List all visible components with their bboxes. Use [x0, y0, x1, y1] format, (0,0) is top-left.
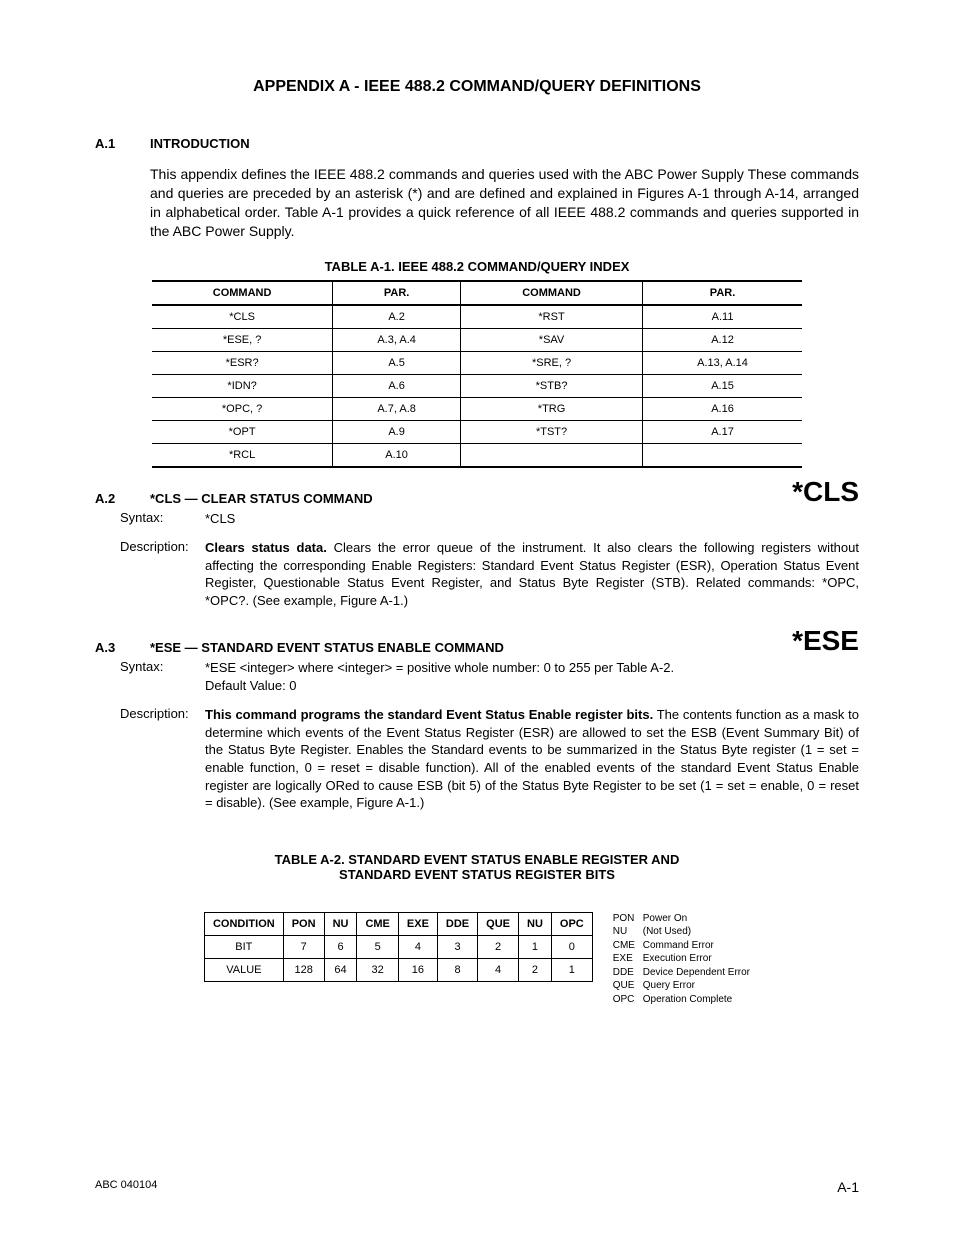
footer-right: A-1 — [837, 1179, 859, 1195]
a2-desc-label: Description: — [120, 539, 205, 609]
a3-syntax-block: *ESE <integer> where <integer> = positiv… — [205, 659, 859, 694]
legend-row: DDEDevice Dependent Error — [613, 966, 750, 980]
table2-row: VALUE 128 64 32 16 8 4 2 1 — [204, 958, 592, 981]
section-a2-header: A.2 *CLS — CLEAR STATUS COMMAND *CLS — [95, 478, 859, 506]
a3-desc-label: Description: — [120, 706, 205, 811]
section-a3-title: *ESE — STANDARD EVENT STATUS ENABLE COMM… — [150, 640, 504, 655]
table2-header-row: CONDITION PON NU CME EXE DDE QUE NU OPC — [204, 912, 592, 935]
table1-row: *RCLA.10 — [152, 443, 802, 467]
table2-left: CONDITION PON NU CME EXE DDE QUE NU OPC … — [204, 912, 593, 982]
table2: CONDITION PON NU CME EXE DDE QUE NU OPC … — [204, 912, 593, 982]
section-a1-header: A.1 INTRODUCTION — [95, 136, 859, 151]
table1-h2: COMMAND — [461, 281, 643, 305]
table1-header-row: COMMAND PAR. COMMAND PAR. — [152, 281, 802, 305]
table1-h0: COMMAND — [152, 281, 333, 305]
section-a3-header: A.3 *ESE — STANDARD EVENT STATUS ENABLE … — [95, 627, 859, 655]
a3-syntax-label: Syntax: — [120, 659, 205, 694]
table1-h1: PAR. — [333, 281, 461, 305]
section-a2-big: *CLS — [792, 478, 859, 506]
table2-caption: TABLE A-2. STANDARD EVENT STATUS ENABLE … — [257, 852, 697, 882]
a3-default-line: Default Value: 0 — [205, 677, 859, 695]
legend-row: NU(Not Used) — [613, 925, 750, 939]
a2-syntax-value: *CLS — [205, 510, 235, 528]
a2-syntax-row: Syntax: *CLS — [120, 510, 859, 528]
a2-desc-bold: Clears status data. — [205, 540, 327, 555]
footer-left: ABC 040104 — [95, 1179, 157, 1195]
table1-row: *ESE, ?A.3, A.4*SAVA.12 — [152, 328, 802, 351]
table2-row: BIT 7 6 5 4 3 2 1 0 — [204, 935, 592, 958]
table1-row: *ESR?A.5*SRE, ?A.13, A.14 — [152, 351, 802, 374]
section-a1-body: This appendix defines the IEEE 488.2 com… — [150, 165, 859, 241]
a2-desc-row: Description: Clears status data. Clears … — [120, 539, 859, 609]
appendix-title: APPENDIX A - IEEE 488.2 COMMAND/QUERY DE… — [95, 78, 859, 96]
section-a3-big: *ESE — [792, 627, 859, 655]
table1-row: *OPTA.9*TST?A.17 — [152, 420, 802, 443]
legend-row: EXEExecution Error — [613, 952, 750, 966]
legend-row: OPCOperation Complete — [613, 993, 750, 1007]
table1: COMMAND PAR. COMMAND PAR. *CLSA.2*RSTA.1… — [152, 280, 802, 468]
section-a2-title: *CLS — CLEAR STATUS COMMAND — [150, 491, 373, 506]
a2-syntax-label: Syntax: — [120, 510, 205, 528]
table1-row: *IDN?A.6*STB?A.15 — [152, 374, 802, 397]
a3-syntax-row: Syntax: *ESE <integer> where <integer> =… — [120, 659, 859, 694]
table2-wrap: CONDITION PON NU CME EXE DDE QUE NU OPC … — [95, 912, 859, 1007]
a3-desc-row: Description: This command programs the s… — [120, 706, 859, 811]
table1-row: *CLSA.2*RSTA.11 — [152, 305, 802, 329]
legend-row: QUEQuery Error — [613, 979, 750, 993]
a3-desc-bold: This command programs the standard Event… — [205, 707, 653, 722]
section-a2-num: A.2 — [95, 491, 150, 506]
a3-desc-value: This command programs the standard Event… — [205, 706, 859, 811]
a3-syntax-value: *ESE <integer> where <integer> = positiv… — [205, 659, 859, 677]
page-footer: ABC 040104 A-1 — [95, 1179, 859, 1195]
section-a1-title: INTRODUCTION — [150, 136, 250, 151]
table1-h3: PAR. — [643, 281, 802, 305]
a3-desc-rest: The contents function as a mask to deter… — [205, 707, 859, 810]
page: APPENDIX A - IEEE 488.2 COMMAND/QUERY DE… — [0, 0, 954, 1235]
legend-row: PONPower On — [613, 912, 750, 926]
table2-legend: PONPower On NU(Not Used) CMECommand Erro… — [613, 912, 750, 1007]
table1-caption: TABLE A-1. IEEE 488.2 COMMAND/QUERY INDE… — [95, 259, 859, 274]
section-a3-num: A.3 — [95, 640, 150, 655]
legend-row: CMECommand Error — [613, 939, 750, 953]
a2-desc-value: Clears status data. Clears the error que… — [205, 539, 859, 609]
section-a1-num: A.1 — [95, 136, 150, 151]
table1-row: *OPC, ?A.7, A.8*TRGA.16 — [152, 397, 802, 420]
